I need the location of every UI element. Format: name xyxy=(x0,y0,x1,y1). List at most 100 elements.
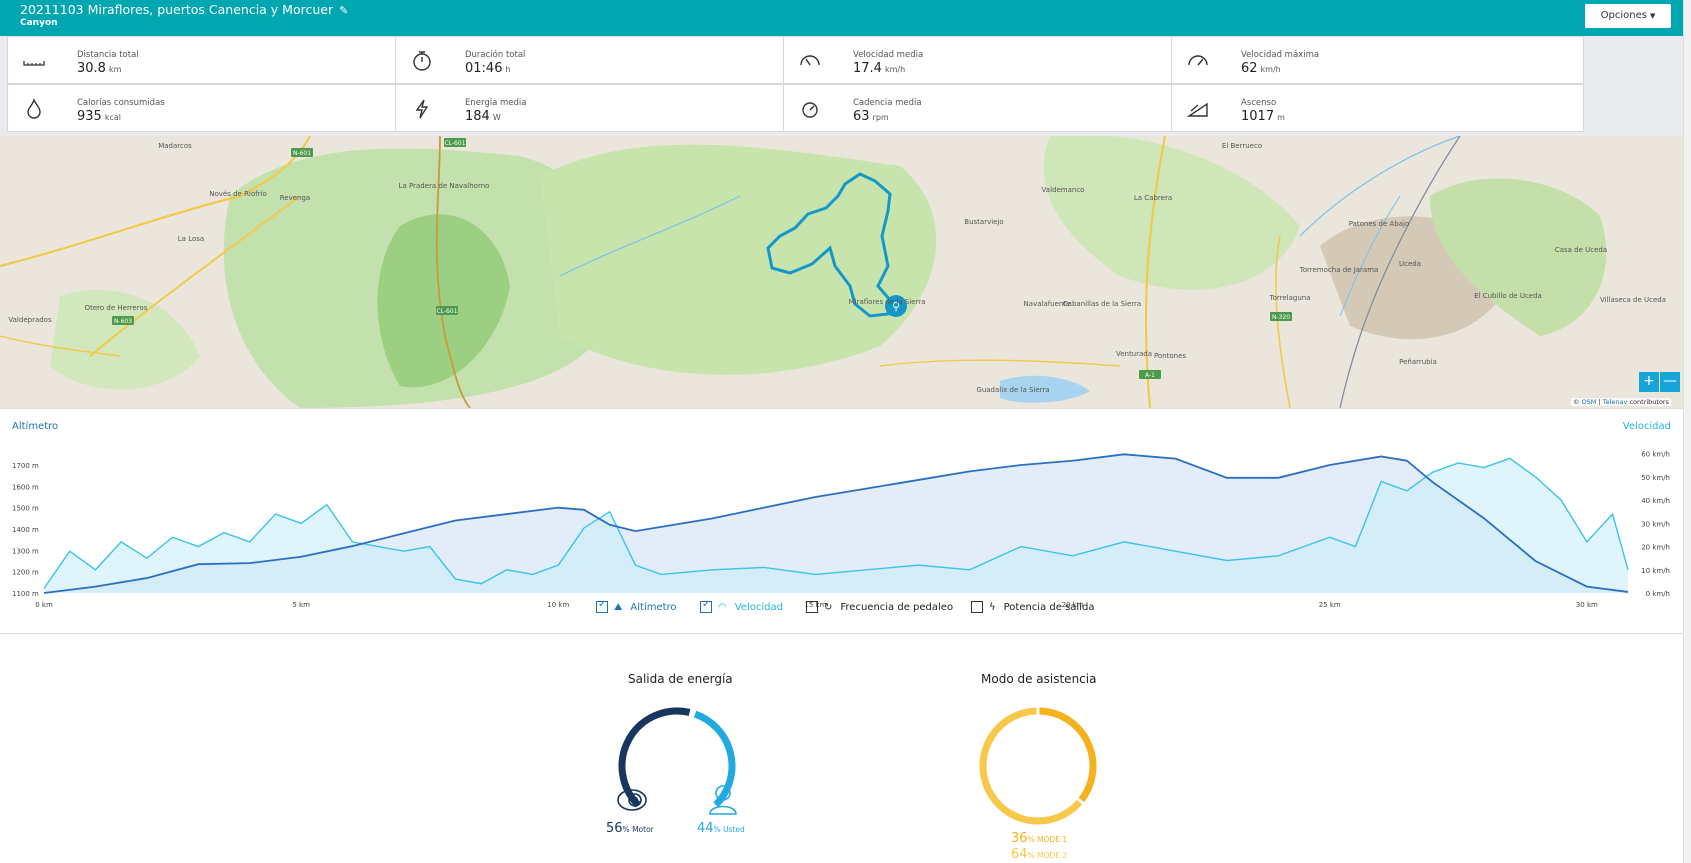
stat-label: Velocidad máxima xyxy=(1241,50,1320,60)
stat-card-distance: Distancia total 30.8 km xyxy=(7,36,420,84)
altimeter-series-line xyxy=(43,453,1629,594)
edit-pencil-icon[interactable]: ✎ xyxy=(339,4,349,17)
bike-marker-icon[interactable] xyxy=(885,295,907,317)
legend-altimeter[interactable]: ⛰ Altímetro xyxy=(596,599,677,613)
legend-power[interactable]: ϟ Potencia de salida xyxy=(971,601,1094,613)
road-label: N-601 xyxy=(293,150,311,157)
map-place-label: Casa de Uceda xyxy=(1555,246,1607,254)
altimeter-axis-title: Altímetro xyxy=(12,421,59,432)
stat-label: Duración total xyxy=(465,50,526,60)
assist-donut xyxy=(979,707,1097,825)
chart-plot[interactable]: 1100 m 1200 m 1300 m 1400 m 1500 m 1600 m 1700… xyxy=(0,439,1683,619)
altimeter-checkbox[interactable] xyxy=(596,599,608,613)
osm-link[interactable]: OSM xyxy=(1581,398,1597,406)
map-place-label: La Losa xyxy=(178,235,204,243)
stat-card-cadence: Cadencia media 63 rpm xyxy=(783,84,1196,132)
map-place-label: Torremocha de Jarama xyxy=(1299,266,1379,274)
x-tick-label: 15 km xyxy=(804,601,826,609)
cadence-icon: ↻ xyxy=(824,601,833,613)
x-tick-label: 5 km xyxy=(292,601,310,609)
road-label: A-1 xyxy=(1145,372,1155,379)
stat-value: 17.4 km/h xyxy=(853,61,906,76)
speed-area xyxy=(44,458,1628,593)
mode1-percentage: 36% MODE 1 xyxy=(1011,831,1068,846)
stat-label: Calorías consumidas xyxy=(77,98,165,108)
motor-percentage: 56% Motor xyxy=(606,821,654,836)
map-place-label: Villaseca de Uceda xyxy=(1600,296,1666,304)
assist-title: Modo de asistencia xyxy=(981,672,1097,686)
speed-series-line xyxy=(43,457,1629,589)
energy-title: Salida de energía xyxy=(628,672,733,686)
map-canvas[interactable]: ⚲ Madarcos Novés de Riofrío Revenga La Losa… xyxy=(0,136,1683,408)
x-tick-label: 10 km xyxy=(547,601,569,609)
y-right-tick-label: 20 km/h xyxy=(1641,544,1670,552)
road-sign xyxy=(112,316,134,325)
speedometer-icon: ◠ xyxy=(718,601,727,613)
y-right-tick-label: 50 km/h xyxy=(1641,474,1670,482)
activity-title: 20211103 Miraflores, puertos Canencia y … xyxy=(20,2,334,17)
x-tick-label: 30 km xyxy=(1576,601,1598,609)
map-place-label: El Cubillo de Uceda xyxy=(1474,292,1542,300)
map-place-label: Pontones xyxy=(1154,352,1186,360)
altimeter-area xyxy=(44,454,1628,593)
stat-value: 63 rpm xyxy=(853,109,889,124)
x-tick-label: 20 km xyxy=(1062,601,1084,609)
stat-card-avg-speed: Velocidad media 17.4 km/h xyxy=(783,36,1196,84)
road-label: N-320 xyxy=(1272,314,1290,321)
stat-card-duration: Duración total 01:46 h xyxy=(395,36,808,84)
activity-header: 20211103 Miraflores, puertos Canencia y … xyxy=(0,0,1683,36)
stopwatch-icon xyxy=(413,51,431,71)
y-left-tick-label: 1200 m xyxy=(12,569,39,577)
zoom-in-button[interactable]: + xyxy=(1639,372,1659,392)
y-left-tick-label: 1100 m xyxy=(12,590,39,598)
zoom-out-button[interactable]: — xyxy=(1660,372,1680,392)
options-label: Opciones xyxy=(1600,10,1647,21)
road-sign xyxy=(1270,312,1292,321)
cadence-icon xyxy=(802,102,818,118)
power-checkbox[interactable] xyxy=(971,601,983,613)
map-place-label: Miraflores de la Sierra xyxy=(849,298,926,306)
map-place-label: Novés de Riofrío xyxy=(209,190,266,198)
legend-speed[interactable]: ◠ Velocidad xyxy=(700,599,783,613)
options-button[interactable]: Opciones ▼ xyxy=(1585,4,1671,28)
stat-value: 30.8 km xyxy=(77,61,122,76)
map-place-label: Venturada xyxy=(1116,350,1152,358)
y-left-tick-label: 1600 m xyxy=(12,483,39,491)
speedometer-icon xyxy=(800,55,820,66)
user-icon xyxy=(709,785,737,815)
y-right-tick-label: 60 km/h xyxy=(1641,451,1670,459)
stat-card-calories: Calorías consumidas 935 kcal xyxy=(7,84,420,132)
energy-donut xyxy=(618,707,736,808)
route-map[interactable]: ⚲ Madarcos Novés de Riofrío Revenga La Losa… xyxy=(0,136,1683,408)
mode1-arc xyxy=(1039,707,1097,803)
map-place-label: Peñarrubia xyxy=(1399,358,1437,366)
map-place-label: Otero de Herreros xyxy=(85,304,148,312)
speed-axis-title: Velocidad xyxy=(1622,421,1671,432)
map-place-label: Uceda xyxy=(1399,260,1421,268)
map-place-label: Valdeprados xyxy=(8,316,52,324)
mode2-arc xyxy=(979,707,1083,825)
telenav-link[interactable]: Telenav xyxy=(1602,398,1628,406)
page-scrollbar[interactable] xyxy=(1683,0,1691,863)
speed-checkbox[interactable] xyxy=(700,599,712,613)
map-place-label: Bustarviejo xyxy=(964,218,1003,226)
map-place-label: Navalafuente xyxy=(1024,300,1071,308)
y-right-tick-label: 30 km/h xyxy=(1641,520,1670,528)
road-sign xyxy=(291,148,313,157)
ascent-icon xyxy=(1186,102,1208,117)
map-place-label: Guadalix de la Sierra xyxy=(976,386,1049,394)
activity-title-row: 20211103 Miraflores, puertos Canencia y … xyxy=(20,2,348,17)
road-label: CL-601 xyxy=(436,308,457,315)
stat-value: 1017 m xyxy=(1241,109,1285,124)
y-left-tick-label: 1300 m xyxy=(12,547,39,555)
altimeter-icon: ⛰ xyxy=(614,601,623,613)
legend-label: Altímetro xyxy=(630,601,677,613)
stat-value: 01:46 h xyxy=(465,61,511,76)
cadence-checkbox[interactable] xyxy=(806,601,818,613)
y-right-tick-label: 0 km/h xyxy=(1646,590,1670,598)
map-place-label: El Berrueco xyxy=(1222,142,1262,150)
legend-cadence[interactable]: ↻ Frecuencia de pedaleo xyxy=(806,601,953,613)
y-left-tick-label: 1700 m xyxy=(12,462,39,470)
stat-label: Cadencia media xyxy=(853,98,922,108)
stat-card-max-speed: Velocidad máxima 62 km/h xyxy=(1171,36,1584,84)
